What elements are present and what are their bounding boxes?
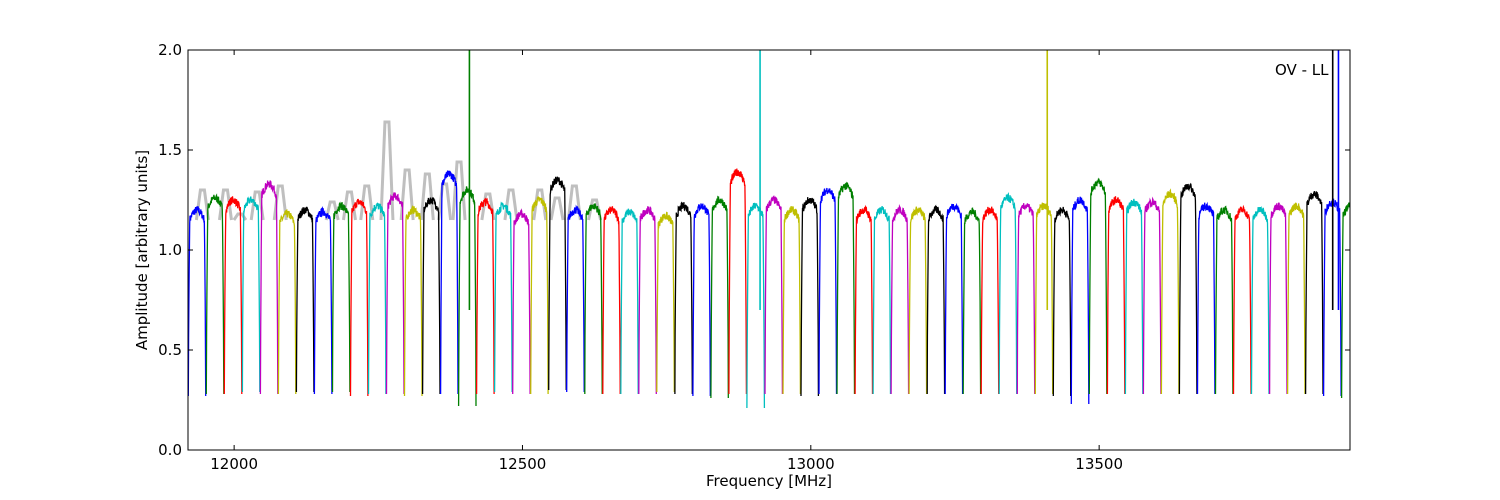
channel-trace [349, 198, 369, 397]
channel-trace [998, 191, 1018, 395]
y-tick-label: 1.0 [158, 241, 182, 259]
channel-trace [782, 206, 802, 395]
channel-trace [1232, 204, 1252, 395]
channel-trace [331, 201, 351, 393]
channel-trace [926, 204, 946, 395]
y-tick-label: 0.5 [158, 341, 182, 359]
channel-trace [403, 204, 423, 397]
channel-trace [1160, 188, 1180, 395]
channel-trace [602, 206, 621, 395]
x-axis-label: Frequency [MHz] [706, 472, 832, 490]
channel-trace [1304, 190, 1324, 395]
y-axis-label: Amplitude [arbitrary units] [133, 150, 151, 350]
channel-trace [277, 209, 297, 395]
channel-trace [439, 170, 459, 395]
channel-trace [1286, 202, 1306, 395]
channel-trace [584, 203, 603, 395]
channel-trace [962, 207, 982, 395]
channel-trace [1016, 203, 1036, 395]
channel-trace [566, 204, 585, 393]
channel-trace [854, 204, 874, 395]
channel-trace [188, 206, 207, 397]
channel-trace [512, 208, 531, 395]
channel-trace [746, 202, 766, 409]
channel-trace [710, 195, 729, 399]
channel-trace [548, 176, 567, 391]
channel-trace [1340, 202, 1350, 399]
channel-trace [980, 206, 1000, 395]
background-bump [399, 168, 415, 221]
x-tick-label: 12500 [499, 455, 547, 473]
channel-trace [1250, 206, 1270, 395]
background-bump [419, 172, 435, 221]
channel-trace [656, 211, 675, 393]
channel-trace [1214, 205, 1234, 395]
channel-trace [1088, 177, 1108, 395]
channel-trace [475, 197, 495, 395]
channel-trace [241, 196, 261, 393]
channel-trace [385, 192, 405, 395]
channel-trace [800, 197, 820, 397]
background-bump [566, 184, 582, 221]
channel-trace [818, 187, 838, 395]
channel-trace [295, 206, 315, 393]
background-bump [549, 196, 565, 221]
channel-trace [674, 201, 693, 395]
y-axis: 0.0 0.5 1.0 1.5 2.0 [158, 41, 1350, 459]
channel-trace [313, 206, 333, 395]
channel-trace [493, 201, 513, 393]
x-tick-label: 13500 [1075, 455, 1123, 473]
channel-trace [620, 208, 639, 395]
channel-trace [1052, 206, 1072, 397]
background-bump [437, 182, 453, 221]
background-bump [194, 188, 210, 221]
channel-trace [908, 206, 928, 395]
channel-trace [1178, 182, 1198, 395]
channel-trace [1124, 198, 1144, 395]
channel-trace [1070, 196, 1090, 405]
spike-layer [468, 50, 1340, 310]
x-tick-label: 13000 [787, 455, 835, 473]
channel-trace [421, 197, 441, 395]
background-bump [379, 120, 395, 221]
channel-trace [764, 195, 784, 395]
channel-trace [638, 205, 657, 395]
channel-trace [872, 206, 892, 395]
channel-trace [1034, 202, 1054, 395]
channel-trace [457, 186, 477, 407]
background-bump [480, 192, 496, 221]
y-tick-label: 1.5 [158, 141, 182, 159]
channel-trace [944, 202, 964, 395]
y-tick-label: 2.0 [158, 41, 182, 59]
background-bump [451, 160, 467, 221]
channel-trace [692, 203, 711, 397]
x-tick-label: 12000 [210, 455, 258, 473]
y-tick-label: 0.0 [158, 441, 182, 459]
channel-trace [836, 181, 856, 395]
channel-trace [223, 196, 243, 395]
x-axis: 12000 12500 13000 13500 [210, 50, 1123, 473]
channel-trace [259, 180, 279, 395]
channel-trace [1196, 201, 1216, 395]
channel-trace [890, 203, 910, 395]
channel-trace [728, 168, 748, 395]
series-layer [188, 168, 1350, 409]
channel-trace [367, 202, 387, 395]
channel-trace [1142, 196, 1162, 395]
channel-trace [205, 193, 225, 395]
plot-annotation: OV - LL [1275, 61, 1329, 79]
channel-trace [1268, 202, 1288, 395]
channel-trace [1106, 196, 1126, 395]
channel-trace [530, 195, 549, 395]
plot-area [188, 50, 1350, 450]
